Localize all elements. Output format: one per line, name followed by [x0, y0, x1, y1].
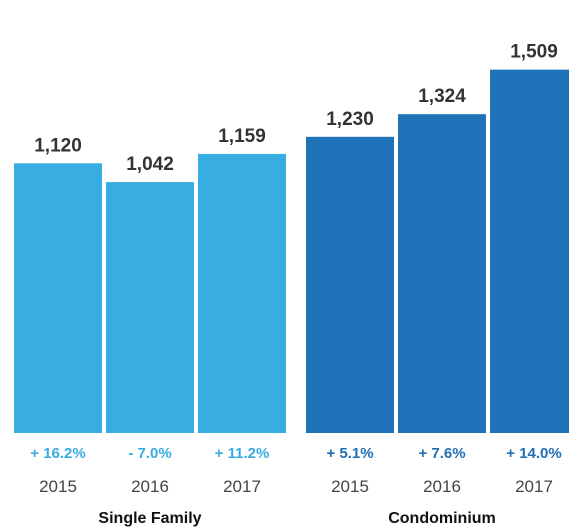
year-tick-label: 2015	[331, 477, 369, 496]
change-label: + 11.2%	[215, 445, 270, 462]
group-label: Single Family	[98, 510, 201, 527]
bar-1-1	[398, 114, 486, 434]
bar-value-label: 1,042	[126, 154, 174, 175]
year-tick-label: 2015	[39, 477, 77, 496]
group-label: Condominium	[388, 510, 496, 527]
bar-0-0	[14, 163, 102, 433]
bar-value-label: 1,509	[510, 42, 558, 63]
bar-1-2	[490, 69, 569, 433]
year-tick-label: 2016	[423, 477, 461, 496]
bar-value-label: 1,324	[418, 86, 466, 107]
year-tick-label: 2017	[223, 477, 261, 496]
bar-0-2	[198, 153, 286, 434]
bar-value-label: 1,159	[218, 126, 266, 147]
bar-value-label: 1,230	[326, 109, 374, 130]
change-label: + 5.1%	[326, 445, 373, 462]
bar-0-1	[106, 182, 194, 433]
change-label: + 7.6%	[418, 445, 465, 462]
year-tick-label: 2016	[131, 477, 169, 496]
change-label: - 7.0%	[128, 445, 171, 462]
change-label: + 14.0%	[506, 445, 561, 462]
bar-value-label: 1,120	[34, 135, 82, 156]
year-tick-label: 2017	[515, 477, 553, 496]
bar-1-0	[306, 136, 394, 434]
change-label: + 16.2%	[30, 445, 85, 462]
